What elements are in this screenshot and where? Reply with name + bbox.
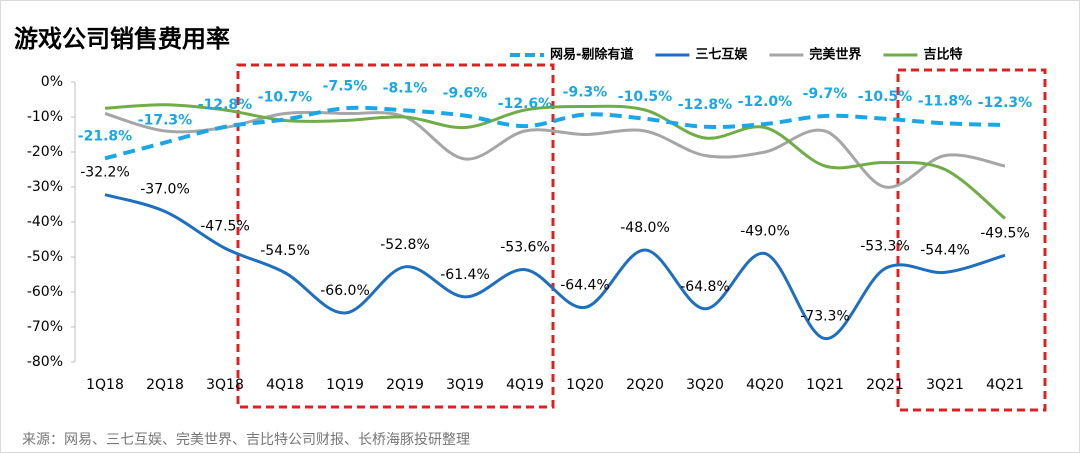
data-label: -52.8% [380,237,430,253]
data-label: -54.4% [920,242,970,258]
x-tick-label: 1Q18 [86,377,124,393]
data-label: -54.5% [260,243,310,259]
data-label: -10.5% [858,89,912,105]
data-label: -10.7% [258,89,312,105]
data-label: -53.3% [860,239,910,255]
data-label: -9.7% [803,86,848,102]
x-tick-label: 3Q18 [206,377,244,393]
x-tick-label: 1Q20 [566,377,604,393]
x-tick-label: 2Q21 [866,377,904,393]
x-tick-label: 4Q20 [746,377,784,393]
x-tick-label: 4Q18 [266,377,304,393]
x-tick-label: 1Q21 [806,377,844,393]
x-tick-label: 2Q19 [386,377,424,393]
y-tick-label: -80% [27,354,63,370]
y-tick-label: -20% [27,144,63,160]
x-tick-label: 3Q20 [686,377,724,393]
line [104,193,1006,341]
chart-title: 游戏公司销售费用率 [14,25,230,53]
data-label: -73.3% [800,309,850,325]
data-label: -61.4% [440,267,490,283]
legend-label: 网易-剔除有道 [550,47,633,63]
data-label: -12.8% [678,97,732,113]
data-label: -37.0% [140,182,190,198]
data-label: -49.0% [740,224,790,240]
y-tick-label: -30% [27,179,63,195]
x-tick-label: 2Q18 [146,377,184,393]
data-label: -49.5% [980,225,1030,241]
highlight-box [896,68,1047,412]
x-tick-label: 4Q19 [506,377,544,393]
data-label: -53.6% [500,240,550,256]
data-label: -64.8% [680,279,730,295]
data-label: -17.3% [138,113,192,129]
legend-label: 吉比特 [923,47,962,63]
data-label: -12.3% [978,95,1032,111]
legend-label: 完美世界 [809,47,861,63]
source: 来源：网易、三七互娱、完美世界、吉比特公司财报、长桥海豚投研整理 [22,432,470,448]
x-tick-label: 3Q19 [446,377,484,393]
x-tick-label: 1Q19 [326,377,364,393]
data-label: -10.5% [618,89,672,105]
data-label: -7.5% [323,78,368,94]
data-label: -9.3% [563,85,608,101]
data-label: -12.8% [198,97,252,113]
data-label: -32.2% [80,165,130,181]
y-tick-label: -70% [27,319,63,335]
data-label: -12.6% [498,96,552,112]
line [104,103,1006,220]
data-label: -48.0% [620,220,670,236]
y-tick-label: -50% [27,249,63,265]
data-label: -64.4% [560,277,610,293]
y-tick-label: -60% [27,284,63,300]
data-label: -9.6% [443,86,488,102]
data-label: -12.0% [738,94,792,110]
x-tick-label: 2Q20 [626,377,664,393]
data-label: -47.5% [200,218,250,234]
y-tick-label: -10% [27,109,63,125]
legend-label: 三七互娱 [695,48,748,63]
line [104,105,1006,161]
data-label: -66.0% [320,283,370,299]
data-label: -21.8% [78,128,132,144]
data-label: -11.8% [918,93,972,109]
x-tick-label: 3Q21 [926,377,964,393]
data-label: -8.1% [383,80,428,96]
y-tick-label: 0% [41,74,63,90]
highlight-box [236,63,555,409]
y-tick-label: -40% [27,214,63,230]
x-tick-label: 4Q21 [986,377,1024,393]
